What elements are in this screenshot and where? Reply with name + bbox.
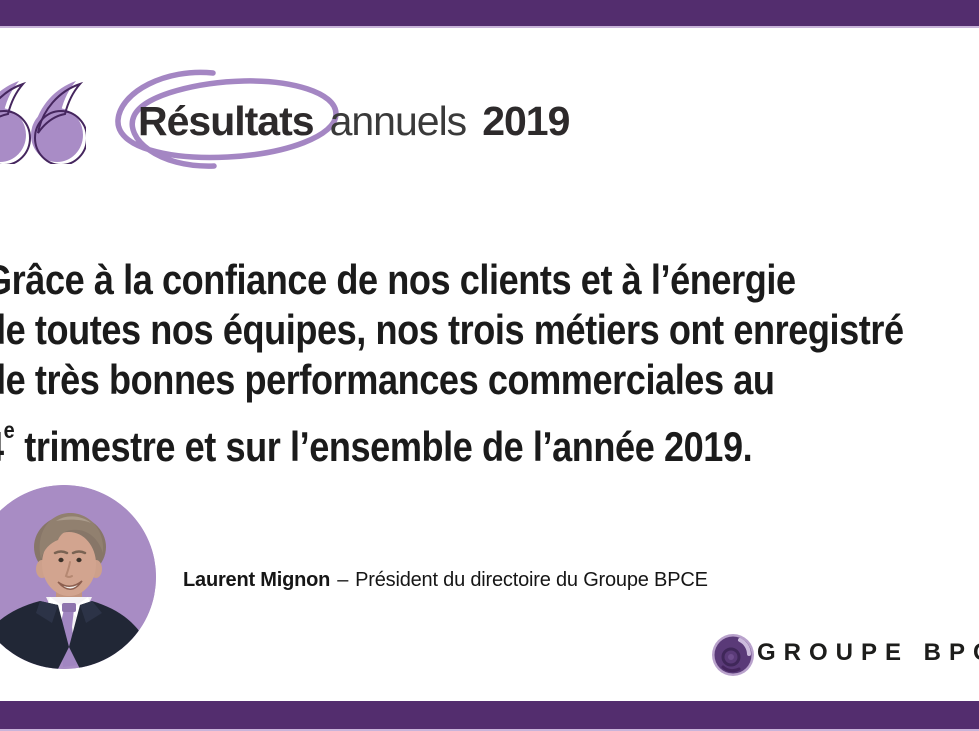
attribution-name: Laurent Mignon (183, 569, 331, 591)
attribution-role: Président du directoire du Groupe BPCE (355, 569, 708, 591)
quote-line-3: de très bonnes performances commerciales… (0, 356, 775, 403)
quote-line4-rest: trimestre et sur l’ensemble de l’année 2… (14, 423, 753, 470)
hand-drawn-circle-icon (115, 69, 339, 169)
bottom-bar (0, 701, 979, 729)
attribution: Laurent Mignon – Président du directoire d… (183, 568, 708, 592)
title-highlight: Résultats (138, 98, 315, 144)
title-year: 2019 (482, 98, 570, 144)
bottom-bar-edge (0, 729, 979, 731)
top-bar (0, 0, 979, 26)
portrait-illustration (0, 485, 156, 669)
page-title: Résultats annuels 2019 (138, 98, 570, 144)
attribution-separator: – (337, 569, 349, 591)
quote-line-1: Grâce à la confiance de nos clients et à… (0, 256, 796, 303)
quote-text: Grâce à la confiance de nos clients et à… (0, 255, 904, 472)
groupe-bpce-wordmark: GROUPE BPCE (757, 639, 979, 666)
avatar (0, 485, 156, 669)
opening-quote-icon (0, 81, 86, 164)
quote-line4-superscript: e (3, 417, 15, 443)
top-bar-edge (0, 26, 979, 28)
bpce-swirl-icon (712, 634, 754, 676)
title-middle: annuels (329, 98, 468, 144)
quote-line-2: de toutes nos équipes, nos trois métiers… (0, 306, 904, 353)
quote-line4-number: 4 (0, 423, 4, 470)
quote-line-4: 4e trimestre et sur l’ensemble de l’anné… (0, 405, 904, 472)
